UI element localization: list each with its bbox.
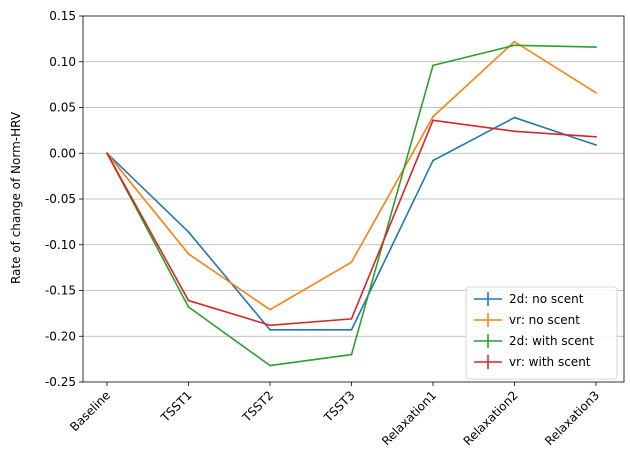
data-point bbox=[595, 91, 597, 94]
y-axis: -0.25 -0.20 -0.15 -0.10 -0.05 0.00 0.05 0.10 0.1… bbox=[45, 9, 83, 389]
legend: 2d: no scent vr: no scent 2d: with scent vr… bbox=[465, 286, 618, 380]
data-point bbox=[350, 353, 353, 356]
x-tick-label: Relaxation2 bbox=[461, 388, 521, 448]
data-point bbox=[350, 317, 353, 320]
x-tick-label: TSST2 bbox=[239, 388, 276, 425]
y-tick-label: -0.25 bbox=[45, 375, 76, 389]
data-point bbox=[106, 152, 108, 155]
x-tick-label: TSST3 bbox=[320, 388, 357, 425]
y-tick-label: -0.05 bbox=[45, 192, 76, 206]
legend-label: 2d: no scent bbox=[509, 292, 584, 306]
data-point bbox=[187, 299, 190, 302]
data-point bbox=[187, 231, 190, 233]
y-tick-label: 0.00 bbox=[49, 146, 76, 160]
data-point bbox=[432, 159, 434, 162]
x-tick-label: Relaxation1 bbox=[379, 388, 439, 448]
legend-label: 2d: with scent bbox=[509, 334, 594, 348]
legend-item: 2d: with scent bbox=[474, 334, 594, 348]
legend-box bbox=[465, 286, 618, 380]
data-point bbox=[350, 261, 353, 264]
legend-item: 2d: no scent bbox=[474, 292, 584, 306]
y-tick-label: -0.10 bbox=[45, 238, 76, 252]
data-point bbox=[187, 306, 190, 308]
x-axis: Baseline TSST1 TSST2 TSST3 Relaxation1 Relaxa… bbox=[67, 382, 602, 448]
series-lines bbox=[106, 40, 597, 367]
y-tick-label: 0.05 bbox=[49, 101, 76, 115]
data-point bbox=[269, 308, 271, 311]
y-tick-label: -0.20 bbox=[45, 329, 76, 343]
x-tick-label: Baseline bbox=[67, 388, 113, 434]
data-point bbox=[350, 328, 353, 331]
legend-item: vr: with scent bbox=[474, 355, 591, 369]
y-tick-label: -0.15 bbox=[45, 284, 76, 298]
data-point bbox=[513, 40, 516, 43]
data-point bbox=[513, 130, 516, 133]
grid-lines bbox=[83, 61, 624, 337]
data-point bbox=[432, 64, 434, 67]
data-point bbox=[187, 253, 190, 255]
data-point bbox=[432, 119, 434, 122]
data-point bbox=[269, 364, 271, 367]
data-point bbox=[595, 46, 597, 49]
y-axis-label: Rate of change of Norm-HRV bbox=[9, 111, 23, 284]
legend-item: vr: no scent bbox=[474, 313, 580, 327]
data-point bbox=[595, 144, 597, 146]
x-tick-label: TSST1 bbox=[157, 388, 194, 425]
y-tick-label: 0.15 bbox=[49, 9, 76, 23]
legend-label: vr: with scent bbox=[509, 355, 591, 369]
data-point bbox=[269, 324, 271, 327]
data-point bbox=[595, 135, 597, 138]
legend-label: vr: no scent bbox=[509, 313, 580, 327]
data-point bbox=[269, 328, 271, 331]
y-tick-label: 0.10 bbox=[49, 55, 76, 69]
x-tick-label: Relaxation3 bbox=[542, 388, 602, 448]
data-point bbox=[513, 44, 516, 47]
data-point bbox=[513, 116, 516, 119]
data-point bbox=[432, 115, 434, 118]
series-line-1 bbox=[106, 40, 597, 311]
